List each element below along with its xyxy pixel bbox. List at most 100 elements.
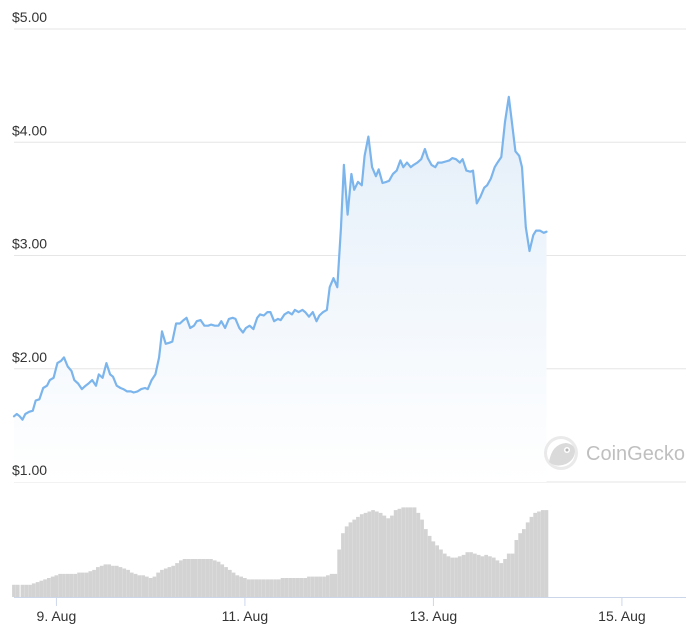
volume-bar	[84, 572, 89, 597]
volume-bar	[424, 529, 428, 597]
volume-bar	[273, 579, 277, 597]
volume-bar	[50, 576, 55, 597]
volume-bar	[197, 559, 202, 597]
volume-bar	[446, 556, 451, 597]
volume-bar	[318, 576, 323, 597]
volume-bar	[307, 576, 311, 597]
volume-bar	[205, 559, 209, 597]
volume-bar	[352, 519, 357, 597]
volume-bar	[88, 571, 93, 597]
x-axis-labels: 9. Aug 11. Aug 13. Aug 15. Aug	[37, 608, 646, 624]
volume-bar	[54, 575, 59, 597]
volume-bar	[525, 522, 530, 597]
volume-bar	[277, 579, 281, 597]
volume-bar	[69, 573, 74, 597]
volume-bar	[73, 573, 78, 597]
x-tick-label: 9. Aug	[37, 608, 77, 624]
gecko-logo-icon	[544, 436, 578, 470]
x-tick-label: 13. Aug	[410, 608, 458, 624]
volume-bar	[506, 553, 511, 597]
volume-bar	[182, 559, 187, 597]
volume-bar	[224, 567, 228, 597]
volume-bar	[329, 573, 334, 597]
volume-bar	[393, 510, 398, 597]
volume-bar	[35, 582, 40, 597]
volume-bar	[220, 564, 225, 597]
volume-bar	[235, 575, 240, 597]
volume-bar	[280, 578, 285, 597]
volume-bar	[405, 507, 409, 597]
volume-bar	[322, 576, 326, 597]
volume-bar	[103, 564, 108, 597]
volume-bar	[390, 515, 394, 597]
volume-bar	[435, 545, 439, 597]
volume-bar	[480, 556, 485, 597]
volume-bar	[58, 573, 62, 597]
volume-bar	[427, 535, 432, 597]
volume-bar	[284, 578, 289, 597]
price-line	[12, 95, 548, 421]
volume-bar	[231, 572, 236, 597]
volume-bar	[461, 554, 466, 597]
volume-bar	[24, 584, 29, 597]
volume-bar	[160, 569, 164, 597]
volume-bar	[510, 553, 515, 597]
volume-bar	[171, 565, 176, 597]
y-axis-labels: $1.00 $2.00 $3.00 $4.00 $5.00	[12, 9, 47, 478]
volume-bar	[265, 579, 270, 597]
volume-bar	[518, 533, 522, 597]
volume-bar	[431, 541, 436, 597]
volume-bar	[77, 572, 81, 597]
volume-bar	[190, 559, 194, 597]
volume-bar	[212, 560, 217, 597]
volume-bar	[246, 579, 251, 597]
volume-bar	[499, 563, 504, 597]
volume-bar	[133, 573, 138, 597]
y-tick-label: $1.00	[12, 462, 47, 478]
volume-bar	[333, 573, 338, 597]
volume-bar	[359, 514, 364, 597]
price-series-line	[12, 95, 548, 421]
volume-bar	[303, 578, 308, 597]
volume-bar	[111, 565, 115, 597]
volume-bar	[122, 568, 127, 597]
volume-bar	[258, 579, 262, 597]
volume-bar	[228, 569, 232, 597]
volume-bar	[129, 572, 134, 597]
volume-bar	[408, 507, 413, 597]
price-area-fill	[14, 96, 547, 483]
volume-bar	[156, 572, 160, 597]
volume-bar	[326, 575, 330, 597]
price-area	[14, 96, 547, 483]
volume-bar	[20, 584, 25, 597]
x-tick-label: 11. Aug	[222, 608, 268, 624]
volume-bar	[201, 559, 206, 597]
volume-bar	[292, 578, 296, 597]
volume-bar	[337, 549, 341, 597]
volume-bar	[348, 522, 353, 597]
volume-bar	[62, 573, 66, 597]
volume-bar	[148, 578, 153, 597]
volume-bar	[239, 576, 243, 597]
volume-bar	[28, 584, 32, 597]
volume-bar	[194, 559, 198, 597]
volume-bar	[473, 553, 477, 597]
volume-bar	[126, 569, 130, 597]
volume-bar	[540, 510, 545, 597]
volume-bar	[439, 549, 443, 597]
volume-bars	[12, 507, 549, 597]
volume-bar	[401, 507, 406, 597]
volume-bar	[356, 516, 360, 597]
volume-bar	[341, 533, 345, 597]
volume-bar	[344, 526, 349, 597]
volume-bar	[299, 578, 304, 597]
volume-bar	[371, 510, 375, 597]
volume-bar	[92, 569, 96, 597]
volume-bar	[209, 559, 213, 597]
volume-bar	[457, 556, 462, 597]
volume-bar	[179, 560, 183, 597]
volume-bar	[137, 575, 142, 597]
volume-bar	[363, 512, 368, 597]
volume-bar	[314, 576, 319, 597]
volume-bar	[65, 573, 70, 597]
